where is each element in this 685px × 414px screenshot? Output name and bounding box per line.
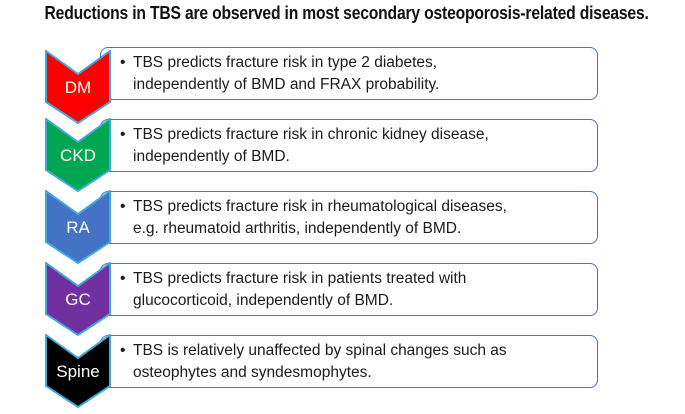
- bullet-text-line-1: TBS predicts fracture risk in rheumatolo…: [133, 198, 507, 215]
- chevron-label-gc: GC: [65, 290, 91, 309]
- bullet-text: TBS predicts fracture risk in patients t…: [133, 268, 466, 311]
- chevron-label-ra: RA: [66, 218, 90, 237]
- row-dm: • TBS predicts fracture risk in type 2 d…: [0, 47, 685, 125]
- textbox-gc: • TBS predicts fracture risk in patients…: [100, 263, 598, 316]
- bullet-text: TBS is relatively unaffected by spinal c…: [133, 340, 507, 383]
- bullet-text-line-2: e.g. rheumatoid arthritis, independently…: [133, 219, 462, 237]
- bullet-text-line-2: independently of BMD.: [133, 147, 290, 165]
- chevron-gc-icon: [45, 262, 111, 336]
- chevron-spine-icon: [45, 334, 111, 408]
- chevron-ckd-icon: [45, 118, 111, 192]
- bullet-text-line-2: glucocorticoid, independently of BMD.: [133, 291, 394, 309]
- row-gc: • TBS predicts fracture risk in patients…: [0, 262, 685, 341]
- row-ra: • TBS predicts fracture risk in rheumato…: [0, 190, 685, 269]
- bullet-line: • TBS predicts fracture risk in patients…: [101, 264, 597, 311]
- bullet-text-line-1: TBS is relatively unaffected by spinal c…: [133, 342, 507, 359]
- bullet-text-line-1: TBS predicts fracture risk in type 2 dia…: [133, 54, 438, 71]
- textbox-ckd: • TBS predicts fracture risk in chronic …: [100, 119, 598, 172]
- bullet-line: • TBS is relatively unaffected by spinal…: [101, 336, 597, 383]
- bullet-icon: •: [120, 270, 126, 287]
- chevron-label-ckd: CKD: [60, 146, 96, 165]
- bullet-icon: •: [120, 126, 126, 143]
- bullet-line: • TBS predicts fracture risk in rheumato…: [101, 192, 597, 239]
- row-spine: • TBS is relatively unaffected by spinal…: [0, 334, 685, 413]
- chevron-dm-icon: [45, 50, 111, 124]
- bullet-text: TBS predicts fracture risk in rheumatolo…: [133, 196, 507, 239]
- bullet-text: TBS predicts fracture risk in type 2 dia…: [133, 52, 439, 95]
- chevron-label-dm: DM: [64, 78, 92, 97]
- figure-title: Reductions in TBS are observed in most s…: [44, 3, 649, 23]
- bullet-text-line-2: independently of BMD and FRAX probabilit…: [133, 75, 440, 93]
- chevron-label-spine: Spine: [56, 362, 100, 381]
- textbox-dm: • TBS predicts fracture risk in type 2 d…: [100, 47, 598, 100]
- bullet-text-line-1: TBS predicts fracture risk in patients t…: [133, 270, 467, 287]
- bullet-icon: •: [120, 54, 126, 71]
- chevron-ra-icon: [45, 190, 111, 264]
- bullet-text-line-2: osteophytes and syndesmophytes.: [133, 363, 372, 381]
- bullet-line: • TBS predicts fracture risk in chronic …: [101, 120, 597, 167]
- textbox-spine: • TBS is relatively unaffected by spinal…: [100, 335, 598, 388]
- bullet-line: • TBS predicts fracture risk in type 2 d…: [101, 48, 597, 95]
- bullet-text: TBS predicts fracture risk in chronic ki…: [133, 124, 489, 167]
- bullet-icon: •: [120, 198, 126, 215]
- bullet-text-line-1: TBS predicts fracture risk in chronic ki…: [133, 126, 489, 143]
- bullet-icon: •: [120, 342, 126, 359]
- row-ckd: • TBS predicts fracture risk in chronic …: [0, 118, 685, 197]
- textbox-ra: • TBS predicts fracture risk in rheumato…: [100, 191, 598, 244]
